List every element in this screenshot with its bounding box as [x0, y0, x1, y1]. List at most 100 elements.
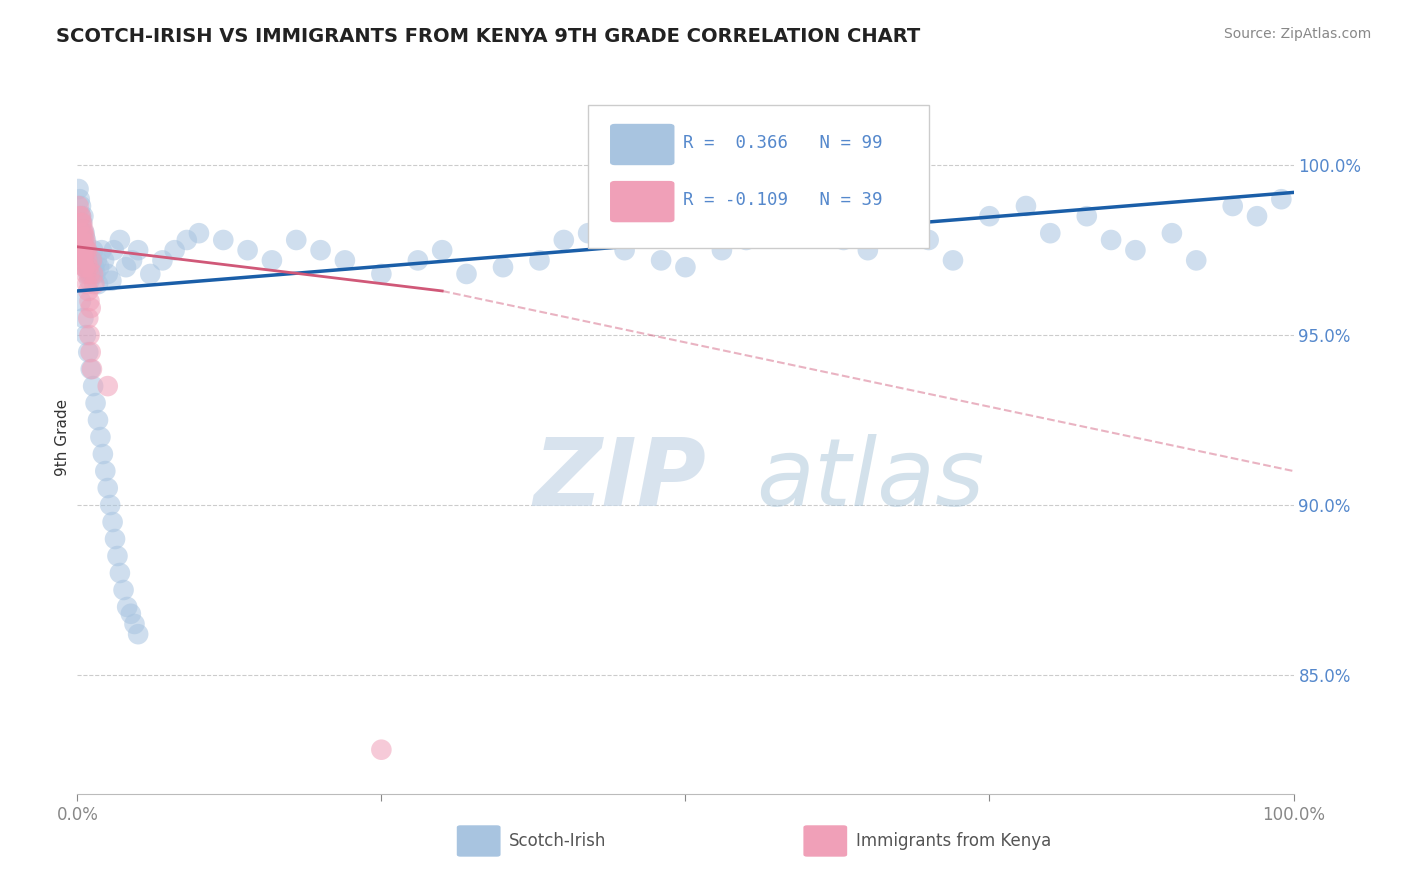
Point	[406, 253, 429, 268]
Point	[100, 274, 122, 288]
Point	[72, 226, 94, 240]
Text: Source: ZipAtlas.com: Source: ZipAtlas.com	[1223, 27, 1371, 41]
Point	[72, 311, 94, 326]
Point	[101, 515, 124, 529]
Point	[710, 243, 733, 257]
Point	[72, 209, 94, 223]
Point	[1270, 192, 1292, 206]
Point	[83, 260, 105, 275]
Point	[73, 243, 96, 257]
Point	[94, 464, 117, 478]
Point	[80, 253, 103, 268]
Point	[77, 267, 100, 281]
Point	[72, 233, 94, 247]
Point	[104, 532, 127, 546]
Point	[87, 413, 110, 427]
Point	[735, 233, 758, 247]
Point	[72, 223, 94, 237]
Point	[70, 246, 93, 260]
Point	[115, 260, 138, 275]
Point	[176, 233, 198, 247]
Point	[1076, 209, 1098, 223]
Point	[73, 260, 96, 275]
Point	[370, 742, 392, 756]
Point	[75, 267, 97, 281]
Point	[370, 267, 392, 281]
Point	[70, 240, 93, 254]
Point	[75, 250, 97, 264]
Point	[188, 226, 211, 240]
Point	[121, 253, 143, 268]
Point	[73, 226, 96, 240]
Text: R =  0.366   N = 99: R = 0.366 N = 99	[683, 134, 883, 152]
Point	[127, 243, 149, 257]
Text: atlas: atlas	[756, 434, 984, 525]
Point	[70, 216, 93, 230]
Point	[70, 216, 93, 230]
Point	[67, 182, 90, 196]
Point	[80, 362, 103, 376]
Point	[120, 607, 142, 621]
Point	[77, 311, 100, 326]
Point	[124, 617, 146, 632]
Point	[80, 301, 103, 315]
Point	[87, 277, 110, 292]
FancyBboxPatch shape	[588, 105, 929, 248]
Point	[79, 274, 101, 288]
Point	[80, 267, 103, 281]
Point	[75, 236, 97, 251]
Y-axis label: 9th Grade: 9th Grade	[55, 399, 70, 475]
Point	[103, 243, 125, 257]
Point	[77, 345, 100, 359]
Point	[76, 253, 98, 268]
Point	[70, 233, 93, 247]
Point	[529, 253, 551, 268]
Point	[72, 253, 94, 268]
Point	[82, 379, 104, 393]
Point	[107, 549, 129, 563]
Point	[115, 599, 138, 614]
FancyBboxPatch shape	[610, 124, 675, 165]
Point	[80, 345, 103, 359]
Point	[1099, 233, 1122, 247]
Point	[70, 226, 93, 240]
Point	[91, 447, 114, 461]
Point	[97, 379, 120, 393]
Point	[309, 243, 332, 257]
Point	[82, 243, 104, 257]
Point	[1185, 253, 1208, 268]
Point	[1015, 199, 1038, 213]
Point	[69, 233, 91, 247]
Point	[152, 253, 174, 268]
Point	[1161, 226, 1184, 240]
Text: Immigrants from Kenya: Immigrants from Kenya	[856, 832, 1050, 850]
Point	[70, 226, 93, 240]
Point	[492, 260, 515, 275]
Point	[75, 243, 97, 257]
Point	[73, 260, 96, 275]
Point	[80, 253, 103, 268]
Point	[76, 243, 98, 257]
Point	[79, 294, 101, 309]
FancyBboxPatch shape	[610, 181, 675, 222]
Point	[650, 253, 672, 268]
Point	[893, 226, 915, 240]
Point	[93, 253, 115, 268]
Text: R = -0.109   N = 39: R = -0.109 N = 39	[683, 191, 883, 209]
Point	[73, 229, 96, 244]
Point	[127, 627, 149, 641]
Point	[979, 209, 1001, 223]
Point	[75, 328, 97, 343]
Point	[77, 260, 100, 275]
Point	[333, 253, 356, 268]
Point	[856, 243, 879, 257]
Point	[72, 250, 94, 264]
Point	[772, 209, 794, 223]
Point	[675, 260, 697, 275]
Point	[576, 226, 599, 240]
Point	[83, 277, 105, 292]
Point	[430, 243, 453, 257]
Point	[70, 294, 93, 309]
Point	[796, 219, 818, 234]
Point	[108, 233, 131, 247]
